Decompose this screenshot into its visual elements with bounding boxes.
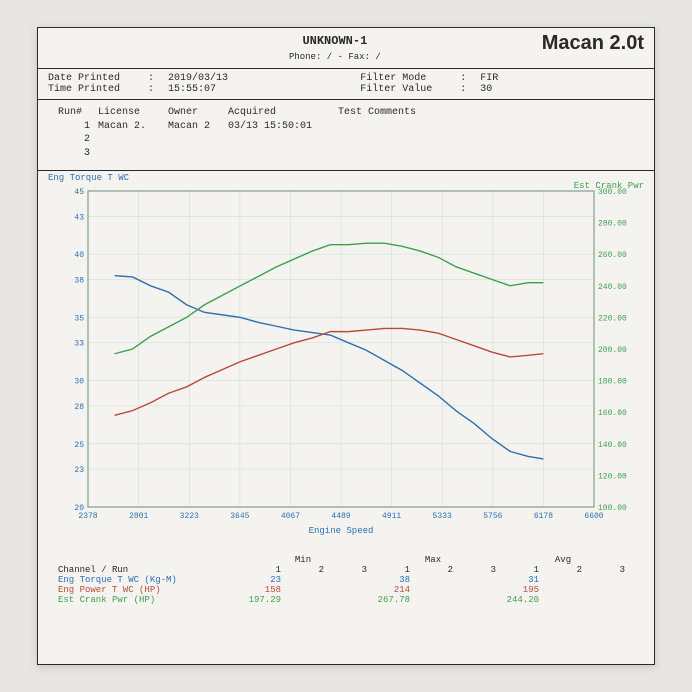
svg-text:20: 20 bbox=[74, 504, 84, 513]
svg-text:38: 38 bbox=[74, 276, 84, 285]
fval-value: 30 bbox=[480, 84, 492, 95]
report-title: UNKNOWN-1 bbox=[128, 34, 542, 48]
svg-text:180.00: 180.00 bbox=[598, 378, 627, 387]
svg-text:280.00: 280.00 bbox=[598, 220, 627, 229]
svg-text:43: 43 bbox=[74, 213, 84, 222]
time-label: Time Printed bbox=[48, 84, 138, 95]
table-row: 2 bbox=[58, 133, 644, 147]
fmode-label: Filter Mode bbox=[360, 73, 450, 84]
svg-text:25: 25 bbox=[74, 441, 84, 450]
svg-text:160.00: 160.00 bbox=[598, 409, 627, 418]
dyno-sheet: UNKNOWN-1 Phone: / - Fax: / Macan 2.0t D… bbox=[37, 27, 655, 665]
svg-text:33: 33 bbox=[74, 340, 84, 349]
fmode-value: FIR bbox=[480, 73, 498, 84]
summary-row: Eng Power T WC (HP) 158 214 195 bbox=[58, 585, 634, 595]
svg-text:40: 40 bbox=[74, 251, 84, 260]
table-row: 3 bbox=[58, 147, 644, 161]
header: UNKNOWN-1 Phone: / - Fax: / Macan 2.0t bbox=[38, 28, 654, 69]
svg-text:4067: 4067 bbox=[281, 512, 300, 521]
svg-text:35: 35 bbox=[74, 314, 84, 323]
run-table-head: Run# License Owner Acquired Test Comment… bbox=[58, 106, 644, 120]
svg-text:6178: 6178 bbox=[534, 512, 553, 521]
svg-text:3645: 3645 bbox=[230, 512, 249, 521]
summary-table: Min Max Avg Channel / Run 1 2 3 1 2 3 1 … bbox=[38, 551, 654, 613]
chart-title-left: Eng Torque T WC bbox=[48, 173, 129, 183]
header-center: UNKNOWN-1 Phone: / - Fax: / bbox=[128, 32, 542, 62]
svg-text:28: 28 bbox=[74, 403, 84, 412]
svg-text:3223: 3223 bbox=[180, 512, 199, 521]
summary-subhead: Channel / Run 1 2 3 1 2 3 1 2 3 bbox=[58, 565, 634, 575]
table-row: 1Macan 2.Macan 203/13 15:50:01 bbox=[58, 120, 644, 134]
svg-text:220.00: 220.00 bbox=[598, 314, 627, 323]
phone-line: Phone: / - Fax: / bbox=[128, 52, 542, 62]
svg-text:140.00: 140.00 bbox=[598, 441, 627, 450]
fval-label: Filter Value bbox=[360, 84, 450, 95]
svg-text:2801: 2801 bbox=[129, 512, 148, 521]
svg-text:2378: 2378 bbox=[78, 512, 97, 521]
svg-text:4489: 4489 bbox=[331, 512, 350, 521]
svg-text:260.00: 260.00 bbox=[598, 251, 627, 260]
svg-text:23: 23 bbox=[74, 466, 84, 475]
svg-text:120.00: 120.00 bbox=[598, 472, 627, 481]
summary-row: Est Crank Pwr (HP) 197.29 267.78 244.20 bbox=[58, 595, 634, 605]
svg-text:200.00: 200.00 bbox=[598, 346, 627, 355]
svg-text:240.00: 240.00 bbox=[598, 283, 627, 292]
chart-title-right: Est Crank Pwr bbox=[574, 181, 644, 191]
svg-text:Engine Speed: Engine Speed bbox=[309, 526, 374, 536]
vehicle-title: Macan 2.0t bbox=[542, 32, 644, 55]
svg-text:45: 45 bbox=[74, 188, 84, 197]
chart-zone: Eng Torque T WC Est Crank Pwr 2378 2801 32… bbox=[38, 171, 654, 551]
summary-head: Min Max Avg bbox=[58, 555, 634, 565]
svg-text:4911: 4911 bbox=[382, 512, 401, 521]
run-table: Run# License Owner Acquired Test Comment… bbox=[38, 100, 654, 171]
svg-text:100.00: 100.00 bbox=[598, 504, 627, 513]
svg-text:5756: 5756 bbox=[483, 512, 502, 521]
date-label: Date Printed bbox=[48, 73, 138, 84]
svg-text:30: 30 bbox=[74, 378, 84, 387]
svg-text:6600: 6600 bbox=[584, 512, 603, 521]
date-value: 2019/03/13 bbox=[168, 73, 228, 84]
summary-row: Eng Torque T WC (Kg-M) 23 38 31 bbox=[58, 575, 634, 585]
svg-text:5333: 5333 bbox=[433, 512, 452, 521]
time-value: 15:55:07 bbox=[168, 84, 216, 95]
meta-row: Date Printed : 2019/03/13 Time Printed :… bbox=[38, 69, 654, 100]
dyno-chart: 2378 2801 3223 3645 4067 4489 4911 5333 5756 6178… bbox=[46, 177, 646, 537]
